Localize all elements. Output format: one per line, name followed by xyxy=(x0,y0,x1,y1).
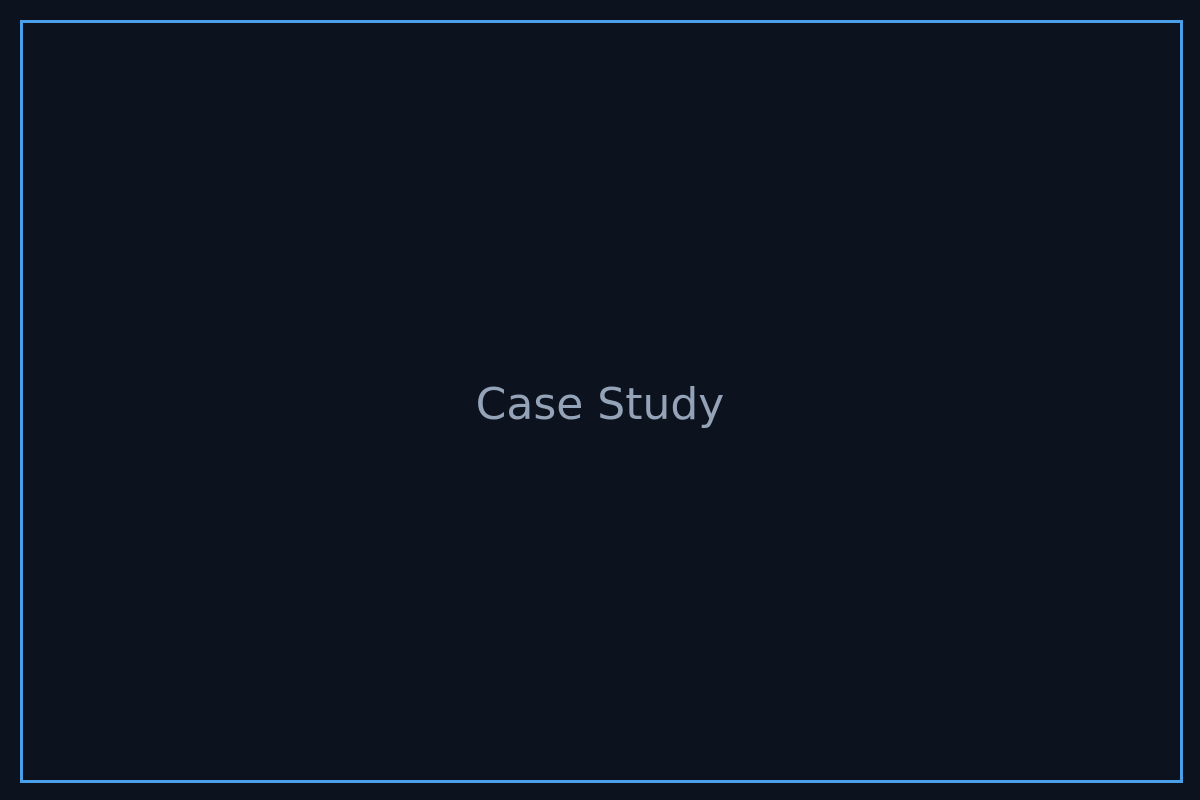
slide-frame xyxy=(20,20,1183,783)
